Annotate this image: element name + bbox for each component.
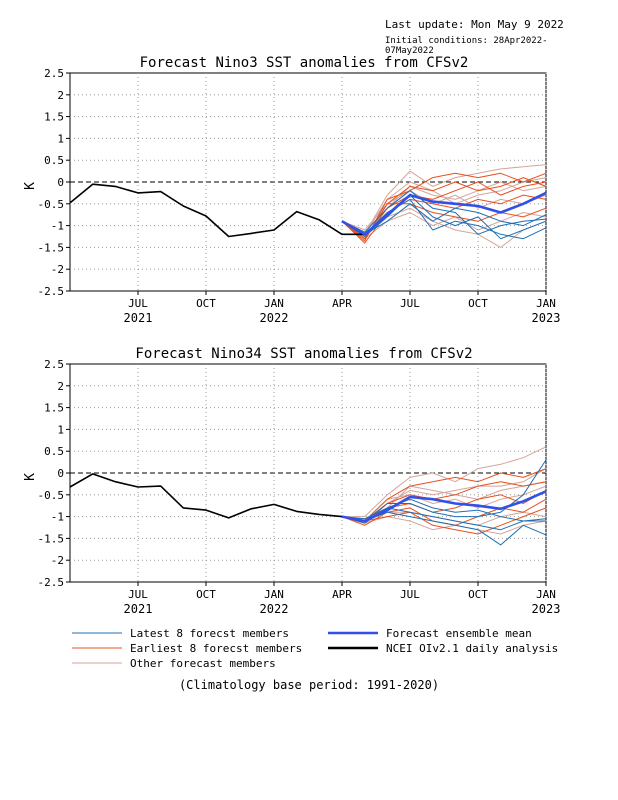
x-tick-label: JAN xyxy=(264,588,284,601)
legend: Latest 8 forecst members Forecast ensembl… xyxy=(72,627,558,670)
y-tick-label: -2 xyxy=(51,263,64,276)
latest-member-line xyxy=(341,198,547,240)
latest-member-line xyxy=(341,203,547,235)
x-tick-label: APR xyxy=(332,297,352,310)
y-tick-label: 2 xyxy=(57,89,64,102)
plot-frame xyxy=(69,72,547,292)
other-member-line xyxy=(341,516,547,535)
other-member-line xyxy=(341,481,547,522)
y-tick-label: -2 xyxy=(51,554,64,567)
legend-other-members-label: Other forecast members xyxy=(130,657,276,670)
y-tick-label: 1.5 xyxy=(44,402,64,415)
chart-panel-1: Forecast Nino3 SST anomalies from CFSv2 2… xyxy=(23,55,560,325)
y-tick-label: 1.5 xyxy=(44,111,64,124)
other-member-line xyxy=(342,446,547,518)
x-tick-year: 2023 xyxy=(532,602,561,616)
other-member-line xyxy=(341,468,547,522)
x-tick-year: 2021 xyxy=(124,602,153,616)
last-update-text: Last update: Mon May 9 2022 xyxy=(385,18,564,31)
latest-member-line xyxy=(341,194,547,240)
y-axis-label: K xyxy=(23,473,38,481)
latest-member-line xyxy=(341,507,546,531)
x-tick-label: JAN xyxy=(264,297,284,310)
y-tick-label: -2.5 xyxy=(38,576,65,589)
y-tick-label: 0.5 xyxy=(44,445,64,458)
other-member-line xyxy=(341,212,547,240)
x-tick-year: 2022 xyxy=(260,311,289,325)
y-tick-label: 0 xyxy=(57,176,64,189)
x-tick-label: OCT xyxy=(468,588,488,601)
earliest-member-line xyxy=(341,203,547,240)
x-tick-label: JUL xyxy=(400,588,420,601)
y-tick-label: 1 xyxy=(57,423,64,436)
initial-conditions-text: Initial conditions: 28Apr2022-07May2022 xyxy=(385,36,548,56)
legend-earliest-members-label: Earliest 8 forecst members xyxy=(130,642,302,655)
latest-member-line xyxy=(341,511,547,546)
earliest-member-line xyxy=(341,177,547,240)
legend-ncei-analysis-label: NCEI OIv2.1 daily analysis xyxy=(386,642,558,655)
other-member-line xyxy=(341,485,547,522)
legend-ensemble-mean-label: Forecast ensemble mean xyxy=(386,627,532,640)
ensemble-mean-line xyxy=(341,191,547,236)
x-tick-year: 2021 xyxy=(124,311,153,325)
climatology-footnote: (Climatology base period: 1991-2020) xyxy=(178,678,440,692)
legend-latest-members-label: Latest 8 forecst members xyxy=(130,627,289,640)
x-tick-year: 2023 xyxy=(532,311,561,325)
y-tick-label: 2.5 xyxy=(44,67,64,80)
x-tick-label: OCT xyxy=(196,297,216,310)
chart-title: Forecast Nino34 SST anomalies from CFSv2 xyxy=(135,346,472,362)
x-tick-label: JAN xyxy=(536,588,556,601)
earliest-member-line xyxy=(341,468,547,522)
x-tick-label: JUL xyxy=(128,588,148,601)
y-tick-label: -1 xyxy=(51,511,64,524)
y-tick-label: -2.5 xyxy=(38,285,65,298)
chart-panel-2: Forecast Nino34 SST anomalies from CFSv2… xyxy=(23,346,560,616)
y-tick-label: -1 xyxy=(51,220,64,233)
ensemble-mean-line xyxy=(341,490,547,523)
y-tick-label: 2 xyxy=(57,380,64,393)
earliest-member-line xyxy=(341,172,547,242)
earliest-member-line xyxy=(341,489,547,522)
other-member-line xyxy=(341,181,547,237)
latest-member-line xyxy=(341,498,547,522)
y-tick-label: 1 xyxy=(57,132,64,145)
x-tick-label: JAN xyxy=(536,297,556,310)
latest-member-line xyxy=(341,190,547,235)
x-tick-label: OCT xyxy=(468,297,488,310)
plot-frame xyxy=(69,363,547,583)
other-member-line xyxy=(341,164,547,235)
other-member-line xyxy=(341,190,547,231)
x-tick-label: JUL xyxy=(400,297,420,310)
earliest-member-line xyxy=(341,481,547,524)
x-tick-year: 2022 xyxy=(260,602,289,616)
x-tick-label: OCT xyxy=(196,588,216,601)
earliest-member-line xyxy=(341,194,547,244)
other-member-line xyxy=(341,207,547,248)
y-tick-label: -0.5 xyxy=(38,489,65,502)
y-tick-label: -0.5 xyxy=(38,198,65,211)
y-tick-label: 0.5 xyxy=(44,154,64,167)
y-tick-label: -1.5 xyxy=(38,241,65,254)
observed-analysis-line xyxy=(69,473,365,522)
observed-analysis-line xyxy=(69,183,365,238)
x-tick-label: APR xyxy=(332,588,352,601)
other-member-line xyxy=(341,177,547,235)
x-tick-label: JUL xyxy=(128,297,148,310)
latest-member-line xyxy=(341,459,547,522)
y-tick-label: 0 xyxy=(57,467,64,480)
earliest-member-line xyxy=(341,507,547,535)
chart-title: Forecast Nino3 SST anomalies from CFSv2 xyxy=(140,55,469,71)
earliest-member-line xyxy=(341,498,547,526)
y-axis-label: K xyxy=(23,182,38,190)
y-tick-label: 2.5 xyxy=(44,358,64,371)
other-member-line xyxy=(341,511,547,526)
earliest-member-line xyxy=(341,181,547,240)
y-tick-label: -1.5 xyxy=(38,532,65,545)
